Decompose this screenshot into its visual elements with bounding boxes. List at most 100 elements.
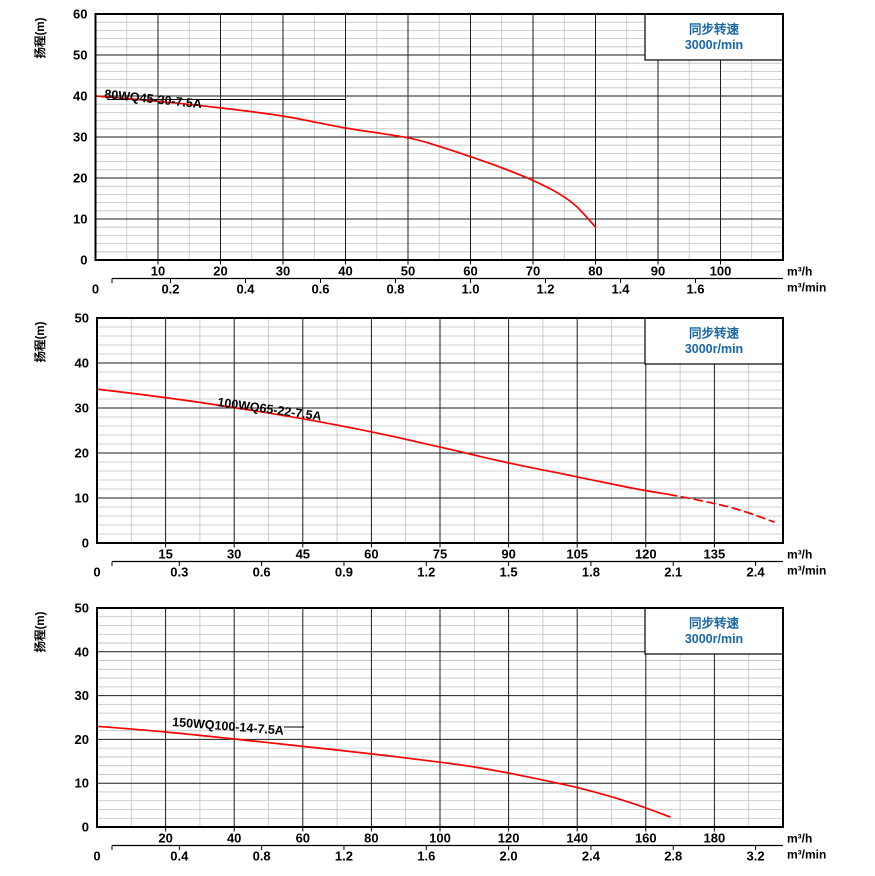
x-tick-label-m3h: 120 (498, 831, 520, 846)
plot-border (94, 13, 784, 261)
x-tick-label-m3h: 20 (213, 264, 227, 279)
y-tick-label: 30 (73, 130, 87, 145)
sync-speed-value: 3000r/min (685, 342, 743, 356)
x-tick-label-m3h: 15 (158, 547, 172, 562)
y-tick-label: 40 (73, 89, 87, 104)
x-unit-m3min: m³/min (787, 848, 826, 862)
y-axis-title: 扬程(m) (33, 611, 47, 652)
y-tick-label: 30 (75, 688, 89, 703)
y-tick-label: 60 (73, 7, 87, 22)
x-tick-label-m3min: 0.8 (253, 849, 271, 864)
x-tick-label-m3h: 100 (429, 831, 451, 846)
x-tick-label-m3min: 1.2 (335, 849, 353, 864)
x-tick-label-m3min: 3.2 (747, 849, 765, 864)
x-tick-label-m3min: 1.2 (417, 565, 435, 580)
y-tick-label: 40 (75, 644, 89, 659)
y-axis-title: 扬程(m) (33, 321, 47, 362)
x-tick-label-m3h: 135 (704, 547, 726, 562)
x-tick-label-m3min: 2.0 (500, 849, 518, 864)
x-tick-label-m3min: 0.8 (386, 282, 404, 297)
x-tick-label-m3min: 0 (93, 849, 100, 864)
chart-2: 同步转速3000r/min100WQ65-22-7.5A扬程(m)5040302… (33, 311, 826, 580)
x-tick-label-m3h: 80 (364, 831, 378, 846)
curve-model-label: 80WQ45-30-7.5A (104, 87, 203, 111)
x-tick-label-m3h: 50 (401, 264, 415, 279)
sync-speed-box (644, 607, 784, 655)
x-tick-label-m3h: 160 (635, 831, 657, 846)
major-grid (97, 608, 783, 827)
sync-speed-box (644, 13, 784, 61)
x-primary-ticks (157, 261, 721, 265)
x-tick-label-m3min: 1.4 (611, 282, 630, 297)
x-tick-label-m3h: 30 (227, 547, 241, 562)
x-tick-label-m3min: 0.4 (236, 282, 255, 297)
x-tick-label-m3h: 30 (276, 264, 290, 279)
major-grid (95, 14, 783, 260)
x-tick-label-m3min: 2.4 (747, 565, 766, 580)
x-tick-label-m3h: 60 (463, 264, 477, 279)
sync-speed-value: 3000r/min (685, 38, 743, 52)
sync-speed-title: 同步转速 (689, 22, 740, 37)
x-tick-label-m3min: 0.6 (253, 565, 271, 580)
y-tick-label: 40 (75, 356, 89, 371)
x-tick-label-m3min: 1.8 (582, 565, 600, 580)
x-tick-label-m3h: 90 (651, 264, 665, 279)
y-tick-label: 10 (73, 212, 87, 227)
chart-3: 同步转速3000r/min150WQ100-14-7.5A扬程(m)504030… (33, 601, 826, 864)
x-tick-label-m3h: 60 (364, 547, 378, 562)
x-tick-label-m3min: 0 (92, 282, 99, 297)
x-tick-label-m3min: 0.4 (170, 849, 189, 864)
pump-curve-solid (96, 725, 671, 818)
x-tick-label-m3h: 10 (151, 264, 165, 279)
x-tick-label-m3min: 0.3 (170, 565, 188, 580)
x-tick-label-m3h: 70 (526, 264, 540, 279)
plot-border (96, 607, 784, 828)
x-tick-label-m3h: 45 (296, 547, 310, 562)
y-tick-label: 50 (75, 601, 89, 616)
x-tick-label-m3min: 0 (93, 565, 100, 580)
x-tick-label-m3h: 40 (227, 831, 241, 846)
y-tick-label: 20 (75, 446, 89, 461)
x-tick-label-m3h: 140 (566, 831, 588, 846)
x-unit-m3min: m³/min (787, 564, 826, 578)
x-tick-label-m3min: 2.4 (582, 849, 601, 864)
sync-speed-title: 同步转速 (689, 616, 740, 631)
sync-speed-value: 3000r/min (685, 632, 743, 646)
y-tick-label: 20 (75, 732, 89, 747)
sync-speed-title: 同步转速 (689, 326, 740, 341)
x-tick-label-m3min: 2.8 (664, 849, 682, 864)
y-tick-label: 50 (75, 311, 89, 326)
x-unit-m3h: m³/h (787, 265, 812, 279)
x-tick-label-m3min: 1.0 (461, 282, 479, 297)
y-axis-title: 扬程(m) (33, 17, 47, 58)
x-tick-label-m3h: 120 (635, 547, 657, 562)
y-tick-label: 0 (82, 536, 89, 551)
x-secondary-ticks (111, 278, 696, 283)
x-primary-ticks (165, 828, 715, 832)
y-tick-label: 30 (75, 401, 89, 416)
pump-curve-dashed (667, 493, 775, 523)
x-primary-ticks (165, 544, 715, 548)
x-tick-label-m3min: 0.9 (335, 565, 353, 580)
x-tick-label-m3min: 1.6 (686, 282, 704, 297)
x-tick-label-m3min: 1.6 (417, 849, 435, 864)
pump-curve-solid (94, 95, 597, 229)
x-tick-label-m3min: 1.2 (536, 282, 554, 297)
x-tick-label-m3h: 75 (433, 547, 447, 562)
x-secondary-ticks (111, 561, 757, 566)
plot-border (96, 317, 784, 544)
y-tick-label: 50 (73, 48, 87, 63)
x-tick-label-m3h: 105 (566, 547, 588, 562)
x-tick-label-m3min: 0.6 (311, 282, 329, 297)
x-tick-label-m3h: 20 (158, 831, 172, 846)
x-tick-label-m3h: 60 (296, 831, 310, 846)
x-tick-label-m3h: 180 (704, 831, 726, 846)
major-grid (97, 318, 783, 543)
x-tick-label-m3h: 40 (338, 264, 352, 279)
y-tick-label: 0 (82, 820, 89, 835)
x-tick-label-m3min: 0.2 (161, 282, 179, 297)
x-tick-label-m3h: 80 (588, 264, 602, 279)
x-tick-label-m3min: 1.5 (500, 565, 518, 580)
